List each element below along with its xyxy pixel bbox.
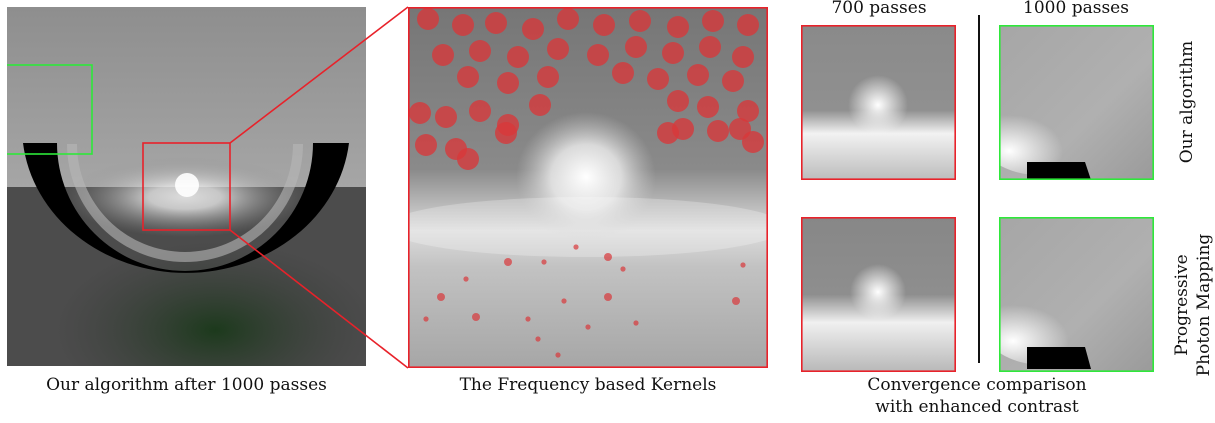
kernel-dot-small [541,259,547,265]
kernel-dot [737,14,759,36]
comparison-divider [978,15,980,363]
thumb-ours-700 [801,25,956,180]
kernel-dot-small [535,336,541,342]
kernel-dot [707,120,729,142]
kernel-dot [699,36,721,58]
thumb-ppm-1000 [999,217,1154,372]
kernel-dot-small [463,276,469,282]
kernel-dot-small [604,293,612,301]
row-label-ppm-line1: Progressive [1172,254,1192,356]
kernel-dot [732,46,754,68]
kernel-dot [647,68,669,90]
kernels-caption: The Frequency based Kernels [459,375,717,395]
kernel-dot [435,106,457,128]
comparison-caption: Convergence comparison with enhanced con… [800,374,1154,418]
row-label-ppm-line2: Photon Mapping [1194,233,1214,377]
kernel-dot-small [620,266,626,272]
row-label-our-algorithm-text: Our algorithm [1177,40,1197,164]
comparison-caption-line2: with enhanced contrast [875,397,1079,417]
kernel-dot [452,14,474,36]
kernel-dot-small [573,244,579,250]
kernel-dot-small [555,352,561,358]
kernel-dot [702,10,724,32]
comparison-caption-line1: Convergence comparison [867,375,1087,395]
kernel-dot [657,122,679,144]
kernel-dot-small [437,293,445,301]
kernel-dot [629,10,651,32]
row-label-our-algorithm: Our algorithm [1176,32,1198,172]
kernel-dot [587,44,609,66]
main-render-caption: Our algorithm after 1000 passes [46,375,327,395]
kernel-dot [507,46,529,68]
kernel-zoom-view [408,7,768,368]
thumb-ours-1000 [999,25,1154,180]
kernel-dot [469,40,491,62]
kernel-dot-small [740,262,746,268]
kernel-dot-small [525,316,531,322]
kernel-dot-small [732,297,740,305]
kernel-dot [537,66,559,88]
kernel-dot-small [472,313,480,321]
kernel-dot [722,70,744,92]
kernel-dot [742,131,764,153]
header-700-passes: 700 passes [831,0,927,18]
kernel-dot-small [604,253,612,261]
kernel-dot [417,8,439,30]
kernel-dot [687,64,709,86]
kernel-dot [415,134,437,156]
kernel-dot [667,16,689,38]
kernel-dot [432,44,454,66]
main-render [7,7,366,366]
kernel-dot [469,100,491,122]
kernel-dot-small [585,324,591,330]
kernel-dot [625,36,647,58]
kernel-dot-small [561,298,567,304]
kernel-dot [485,12,507,34]
kernel-dot [557,8,579,30]
kernel-dot [612,62,634,84]
kernel-dot-small [633,320,639,326]
header-1000-passes: 1000 passes [1023,0,1129,18]
kernel-dot [522,18,544,40]
kernel-dot [497,72,519,94]
kernel-dot-small [504,258,512,266]
kernel-dot [495,122,517,144]
kernel-dot [593,14,615,36]
kernel-dot [457,148,479,170]
thumb-ppm-700 [801,217,956,372]
kernel-dot [547,38,569,60]
kernel-dot [697,96,719,118]
kernel-dot [737,100,759,122]
kernel-dot [457,66,479,88]
kernel-dot [529,94,551,116]
kernel-dot [662,42,684,64]
kernel-dot [409,102,431,124]
kernel-dot-small [423,316,429,322]
row-label-ppm: Progressive Photon Mapping [1171,220,1215,390]
kernel-dot [667,90,689,112]
